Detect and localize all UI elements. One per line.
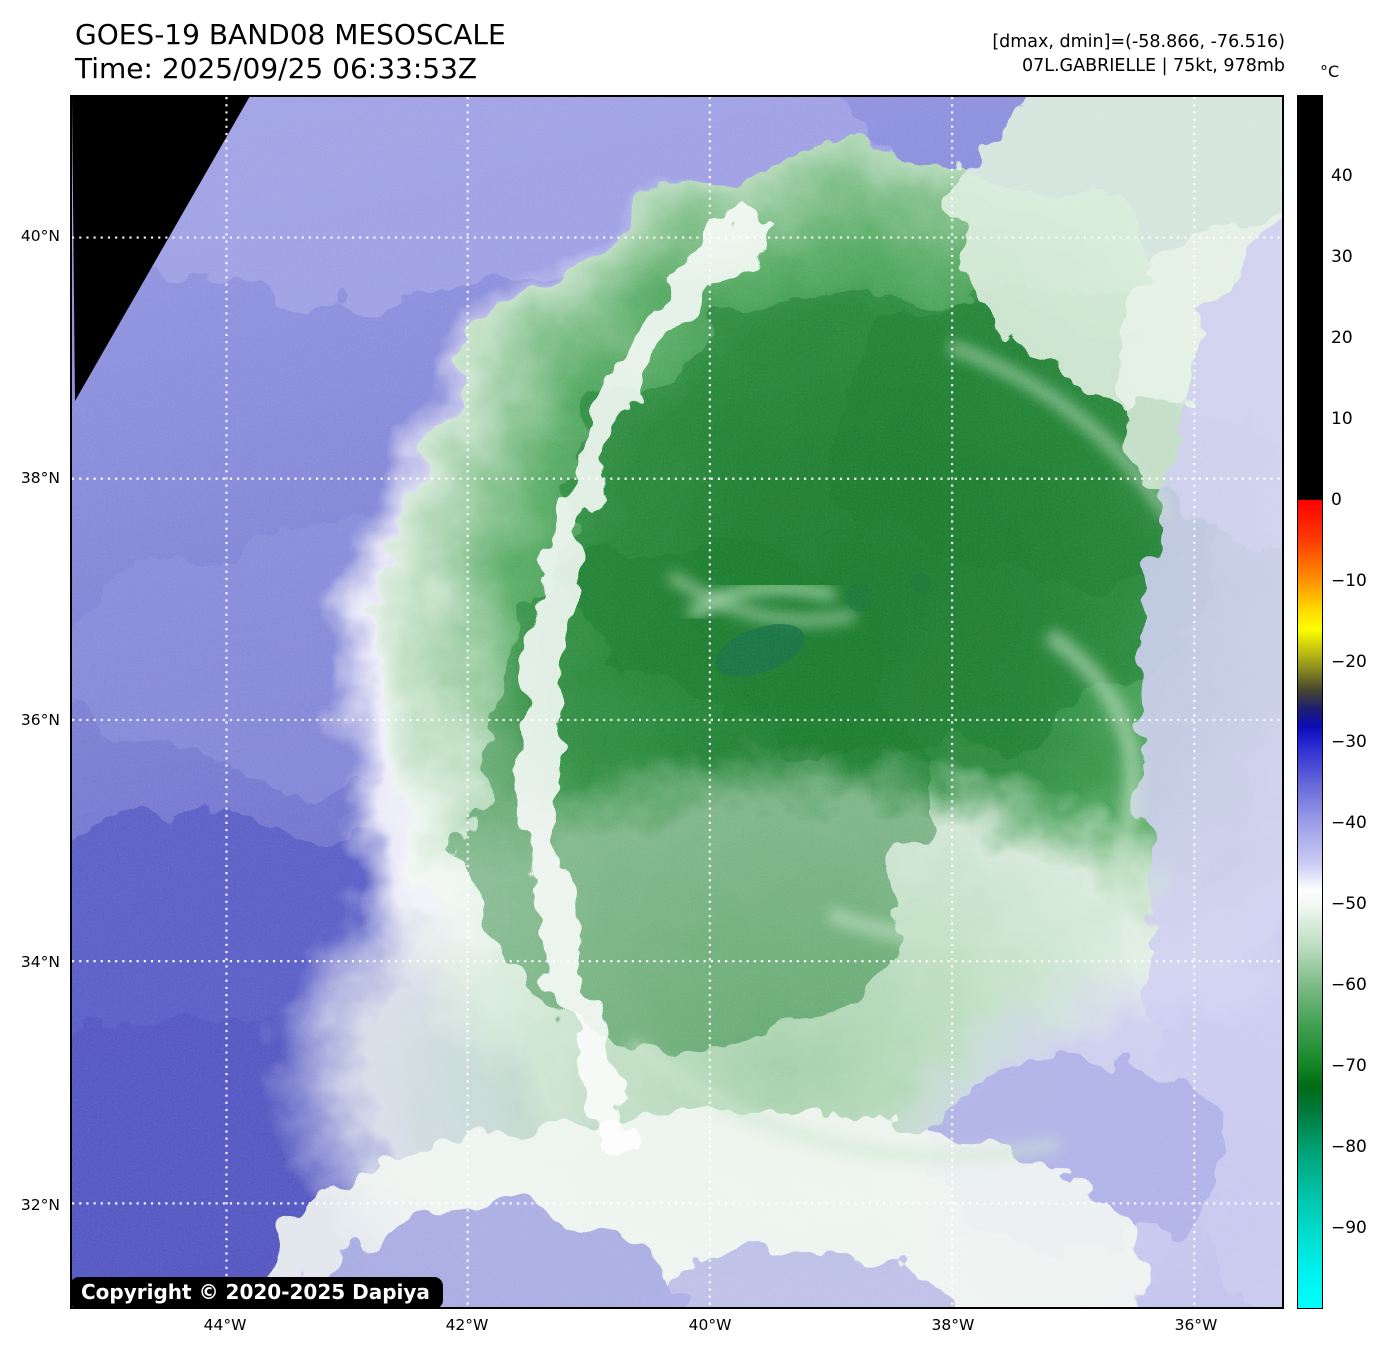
sensor-grain <box>72 97 1282 1307</box>
timestamp: Time: 2025/09/25 06:33:53Z <box>75 51 478 85</box>
lat-tick-label: 34°N <box>20 953 60 972</box>
colorbar-ticks: 40 30 20 10 0 −10 −20 −30 −40 −50 −60 −7… <box>1331 95 1387 1309</box>
colorbar-tick-label: −70 <box>1331 1056 1367 1077</box>
lon-tick-label: 42°W <box>445 1316 489 1334</box>
title-block: GOES-19 BAND08 MESOSCALE Time: 2025/09/2… <box>75 18 506 85</box>
colorbar-tick-label: −40 <box>1331 813 1367 834</box>
storm-info: 07L.GABRIELLE | 75kt, 978mb <box>1021 55 1285 76</box>
dmax-dmin-readout: [dmax, dmin]=(-58.866, -76.516) <box>992 32 1285 52</box>
nodata-wedge <box>72 97 250 401</box>
colorbar-tick-label: 20 <box>1331 327 1353 348</box>
colorbar-tick-label: −60 <box>1331 975 1367 996</box>
lon-tick-label: 38°W <box>931 1316 975 1334</box>
lat-tick-label: 40°N <box>20 226 60 245</box>
latitude-axis: 40°N 38°N 36°N 34°N 32°N <box>0 95 64 1309</box>
colorbar-unit-label: °C <box>1320 62 1340 81</box>
longitude-axis: 44°W 42°W 40°W 38°W 36°W <box>70 1316 1284 1340</box>
colorbar <box>1297 95 1323 1309</box>
graticule <box>72 97 1282 1307</box>
lon-tick-label: 44°W <box>203 1316 247 1334</box>
lat-tick-label: 32°N <box>20 1195 60 1214</box>
lat-tick-label: 38°N <box>20 469 60 488</box>
page-title: GOES-19 BAND08 MESOSCALE <box>75 18 506 51</box>
satellite-map: Copyright © 2020-2025 Dapiya <box>70 95 1284 1309</box>
colorbar-tick-label: −10 <box>1331 570 1367 591</box>
satellite-image <box>72 97 1282 1307</box>
colorbar-gradient <box>1298 96 1322 1308</box>
lon-tick-label: 36°W <box>1174 1316 1218 1334</box>
lon-tick-label: 40°W <box>688 1316 732 1334</box>
lat-tick-label: 36°N <box>20 710 60 729</box>
colorbar-tick-label: −80 <box>1331 1137 1367 1158</box>
colorbar-tick-label: 40 <box>1331 165 1353 186</box>
colorbar-tick-label: −90 <box>1331 1218 1367 1239</box>
copyright-badge: Copyright © 2020-2025 Dapiya <box>70 1277 443 1309</box>
colorbar-tick-label: −30 <box>1331 732 1367 753</box>
colorbar-tick-label: 0 <box>1331 489 1342 510</box>
colorbar-tick-label: 10 <box>1331 408 1353 429</box>
colorbar-tick-label: −50 <box>1331 894 1367 915</box>
colorbar-tick-label: 30 <box>1331 246 1353 267</box>
annotation-block: [dmax, dmin]=(-58.866, -76.516) 07L.GABR… <box>992 31 1285 78</box>
colorbar-tick-label: −20 <box>1331 651 1367 672</box>
